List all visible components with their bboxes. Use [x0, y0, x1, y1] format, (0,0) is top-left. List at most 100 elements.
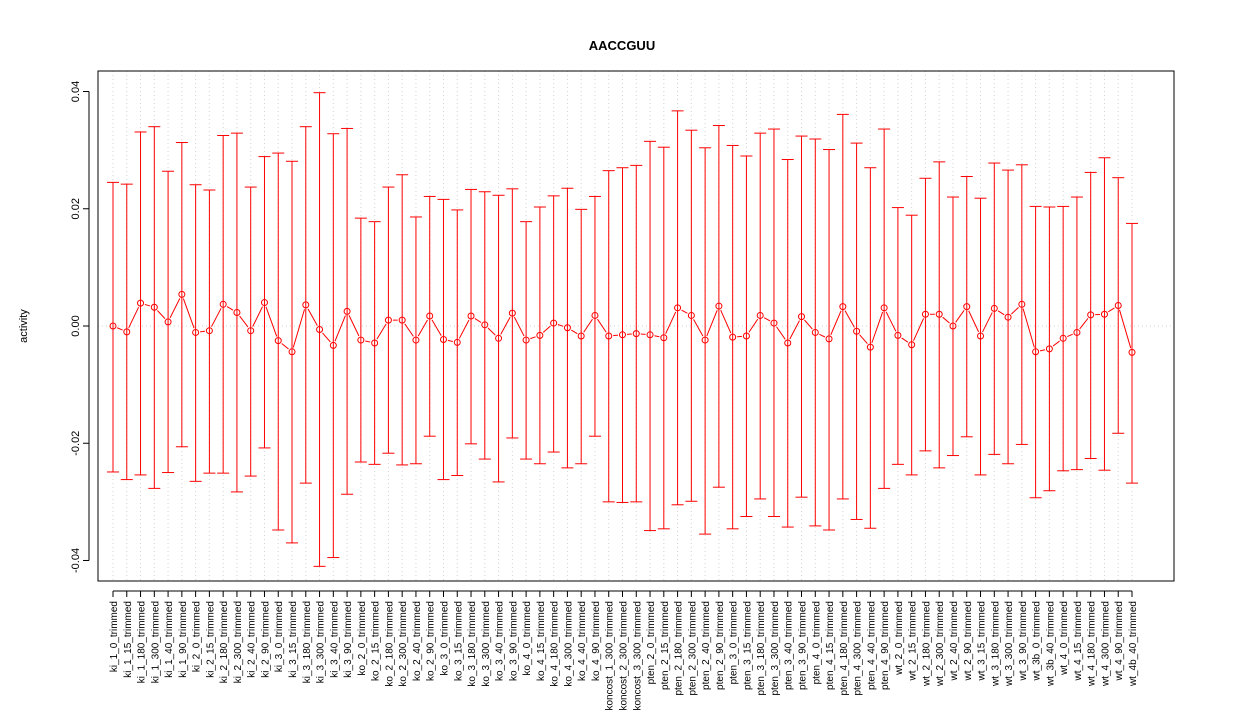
x-tick-label: wt_3b_0_trimmed — [1032, 601, 1043, 681]
y-tick-label: 0.02 — [70, 198, 82, 219]
series-segment — [282, 343, 289, 348]
series-segment — [240, 316, 248, 327]
series-segment — [1067, 334, 1072, 336]
x-tick-label: ki_1_300_trimmed — [150, 601, 161, 683]
series-segment — [1040, 350, 1045, 351]
x-tick-label: ki_2_0_trimmed — [192, 601, 203, 672]
series-segment — [418, 320, 427, 336]
x-tick-label: pten_2_15_trimmed — [660, 601, 671, 690]
x-tick-label: ko_3_40_trimmed — [495, 601, 506, 681]
series-segment — [266, 307, 277, 337]
y-axis: -0.04-0.020.000.020.04 — [70, 81, 89, 573]
series-segment — [170, 298, 180, 318]
x-tick-label: wt_4_0_trimmed — [1059, 601, 1070, 676]
x-tick-label: wt_3_300_trimmed — [1004, 601, 1015, 687]
x-tick-label: pten_3_300_trimmed — [770, 601, 781, 696]
series-segment — [1108, 308, 1114, 312]
series-segment — [584, 319, 593, 332]
series-segment — [1080, 318, 1088, 329]
series-segment — [872, 312, 883, 343]
series-segment — [335, 316, 345, 342]
series-segment — [365, 341, 370, 342]
x-tick-label: ki_1_15_trimmed — [123, 601, 134, 678]
series-segment — [969, 311, 979, 332]
x-tick-label: ko_2_15_trimmed — [371, 601, 382, 681]
x-tick-label: koncost_3_300_trimmed — [632, 601, 643, 711]
series-segment — [227, 307, 233, 311]
series-segment — [721, 310, 731, 333]
series-segment — [1011, 307, 1018, 314]
x-tick-label: wt_3_180_trimmed — [990, 601, 1001, 687]
x-tick-label: wt_2_180_trimmed — [921, 601, 932, 687]
x-tick-label: pten_4_300_trimmed — [853, 601, 864, 696]
series-segment — [543, 326, 550, 332]
x-tick-label: ko_3_180_trimmed — [467, 601, 478, 687]
x-tick-label: pten_3_90_trimmed — [798, 601, 809, 690]
series-segment — [530, 337, 535, 339]
series-segment — [707, 310, 717, 336]
x-tick-label: wt_2_90_trimmed — [963, 601, 974, 681]
series-segment — [831, 311, 841, 335]
series-segment — [117, 328, 122, 330]
x-tick-label: pten_4_15_trimmed — [825, 601, 836, 690]
x-tick-label: ki_3_15_trimmed — [288, 601, 299, 678]
series-segment — [983, 312, 993, 332]
x-tick-label: ko_2_180_trimmed — [384, 601, 395, 687]
x-tick-label: wt_4_15_trimmed — [1073, 601, 1084, 681]
x-tick-label: ki_3_300_trimmed — [316, 601, 327, 683]
x-tick-label: ki_1_90_trimmed — [178, 601, 189, 678]
x-tick-label: ko_2_40_trimmed — [412, 601, 423, 681]
x-tick-label: ko_2_300_trimmed — [398, 601, 409, 687]
x-tick-label: ki_3_0_trimmed — [274, 601, 285, 672]
series-segment — [211, 308, 221, 326]
series-segment — [1023, 309, 1034, 348]
x-tick-label: pten_2_90_trimmed — [715, 601, 726, 690]
series-segment — [956, 310, 965, 322]
y-tick-label: -0.04 — [70, 548, 82, 573]
x-tick-label: wt_2_15_trimmed — [908, 601, 919, 681]
chart-title: AACCGUU — [589, 38, 655, 53]
x-tick-label: wt_4_300_trimmed — [1100, 601, 1111, 687]
series-segment — [886, 312, 896, 332]
x-tick-label: wt_2_300_trimmed — [935, 601, 946, 687]
x-tick-label: ki_1_40_trimmed — [164, 601, 175, 678]
x-tick-label: ko_2_0_trimmed — [357, 601, 368, 675]
x-tick-label: pten_4_40_trimmed — [866, 601, 877, 690]
series-segment — [475, 318, 481, 322]
x-tick-label: wt_3_15_trimmed — [977, 601, 988, 681]
series-segment — [323, 333, 331, 342]
x-tick-label: wt_2_40_trimmed — [949, 601, 960, 681]
series-segment — [666, 312, 676, 334]
y-tick-label: 0.04 — [70, 81, 82, 102]
x-tick-label: wt_3_90_trimmed — [1018, 601, 1029, 681]
x-tick-label: ko_3_0_trimmed — [439, 601, 450, 675]
y-tick-label: -0.02 — [70, 431, 82, 456]
series-segment — [488, 328, 495, 335]
series-segment — [448, 340, 453, 341]
x-tick-label: pten_4_90_trimmed — [880, 601, 891, 690]
x-tick-label: ko_3_300_trimmed — [481, 601, 492, 687]
x-tick-label: pten_2_40_trimmed — [701, 601, 712, 690]
series-segment — [183, 299, 194, 329]
x-tick-label: ki_3_90_trimmed — [343, 601, 354, 678]
series-segment — [1119, 310, 1130, 348]
series-segment — [459, 320, 469, 338]
series-segment — [764, 318, 770, 321]
x-tick-label: ko_2_90_trimmed — [426, 601, 437, 681]
x-tick-label: wt_4_90_trimmed — [1114, 601, 1125, 681]
x-tick-label: ko_3_90_trimmed — [508, 601, 519, 681]
x-tick-label: ki_1_0_trimmed — [109, 601, 120, 672]
series-segment — [777, 327, 786, 340]
x-tick-label: pten_3_40_trimmed — [784, 601, 795, 690]
series-segment — [682, 310, 688, 313]
series-segment — [819, 334, 825, 337]
x-tick-label: ko_3_15_trimmed — [453, 601, 464, 681]
x-tick-label: pten_3_0_trimmed — [729, 601, 740, 684]
series-segment — [514, 317, 524, 336]
series-segment — [129, 307, 139, 328]
x-tick-label: ko_4_40_trimmed — [577, 601, 588, 681]
series-segment — [914, 318, 924, 340]
x-tick-label: ki_2_15_trimmed — [205, 601, 216, 678]
x-tick-label: pten_3_15_trimmed — [742, 601, 753, 690]
